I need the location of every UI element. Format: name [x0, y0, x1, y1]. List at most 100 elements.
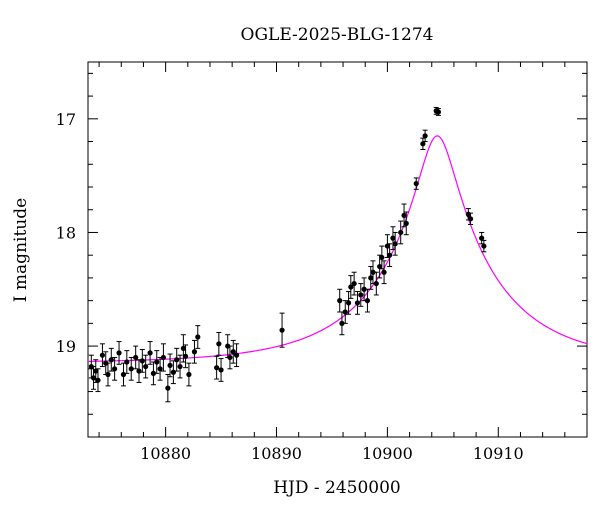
point-marker	[435, 109, 442, 115]
y-tick-label: 18	[56, 223, 76, 242]
point-marker	[170, 369, 176, 375]
data-point	[216, 331, 222, 356]
plot-border	[87, 61, 588, 438]
data-point	[147, 341, 153, 365]
point-marker	[218, 367, 224, 373]
data-point	[165, 374, 171, 403]
data-point	[348, 275, 354, 299]
data-point	[435, 108, 442, 116]
data-point	[392, 231, 398, 256]
data-point	[230, 339, 236, 364]
point-marker	[214, 365, 220, 371]
x-tick-label: 10890	[251, 444, 302, 463]
point-marker	[99, 352, 106, 358]
point-marker	[139, 358, 145, 364]
point-marker	[160, 354, 167, 361]
data-point	[337, 288, 343, 313]
point-marker	[398, 229, 404, 236]
data-point	[133, 345, 139, 370]
data-point	[174, 347, 180, 372]
point-marker	[233, 352, 240, 358]
point-marker	[368, 275, 374, 281]
point-marker	[379, 254, 385, 261]
point-marker	[422, 133, 428, 139]
point-marker	[186, 371, 192, 378]
data-point	[136, 359, 142, 383]
data-point	[128, 356, 134, 381]
x-axis-label: HJD - 2450000	[273, 478, 401, 498]
point-marker	[136, 368, 142, 374]
point-marker	[230, 349, 236, 355]
data-point	[381, 260, 387, 285]
point-marker	[191, 349, 198, 355]
data-point	[160, 343, 167, 372]
data-point	[233, 343, 240, 368]
y-tick-label: 17	[56, 110, 76, 129]
point-marker	[105, 371, 111, 378]
point-marker	[95, 377, 101, 383]
data-point	[143, 354, 149, 379]
point-marker	[90, 375, 97, 381]
data-point	[358, 283, 364, 307]
point-marker	[180, 345, 186, 351]
data-point	[124, 350, 130, 374]
point-marker	[420, 141, 426, 147]
data-point	[120, 362, 127, 387]
point-marker	[216, 341, 222, 347]
point-marker	[373, 280, 379, 287]
point-marker	[354, 300, 361, 306]
data-point	[95, 368, 101, 393]
point-marker	[143, 363, 149, 370]
data-point	[342, 300, 348, 324]
point-marker	[150, 370, 157, 376]
data-point	[186, 362, 192, 387]
point-marker	[182, 353, 189, 359]
plot-area	[87, 61, 588, 438]
data-point	[403, 211, 409, 236]
data-point	[387, 243, 393, 268]
data-point	[182, 344, 189, 369]
point-marker	[401, 212, 407, 219]
data-point	[218, 358, 224, 382]
data-point	[467, 212, 474, 225]
data-point	[370, 260, 376, 285]
data-point	[339, 311, 345, 336]
point-marker	[128, 366, 134, 372]
data-point	[191, 339, 198, 364]
data-point	[422, 129, 428, 143]
point-marker	[120, 371, 127, 378]
point-marker	[108, 357, 114, 363]
point-marker	[384, 243, 390, 249]
point-marker	[339, 320, 345, 326]
data-point	[373, 271, 379, 296]
point-marker	[174, 357, 180, 363]
point-marker	[165, 385, 171, 391]
x-tick-label: 10880	[140, 444, 191, 463]
point-marker	[342, 309, 348, 315]
data-point	[108, 347, 114, 372]
point-marker	[177, 363, 183, 370]
point-marker	[124, 359, 130, 365]
point-marker	[167, 362, 173, 369]
data-point	[379, 245, 385, 270]
data-point	[154, 350, 160, 374]
point-marker	[364, 298, 371, 304]
data-point	[177, 354, 183, 379]
data-point	[345, 291, 352, 315]
point-marker	[147, 350, 153, 356]
y-axis-label: I magnitude	[11, 198, 31, 302]
chart-title: OGLE-2025-BLG-1274	[241, 25, 434, 45]
data-point	[279, 312, 285, 348]
x-tick-label: 10900	[362, 444, 413, 463]
point-marker	[479, 235, 485, 241]
data-point	[368, 266, 374, 290]
point-marker	[133, 354, 139, 361]
point-marker	[390, 235, 396, 241]
data-point	[398, 220, 404, 245]
point-marker	[413, 180, 419, 187]
x-tick-label: 10910	[473, 444, 524, 463]
data-point	[167, 353, 173, 378]
data-point	[390, 226, 396, 250]
point-marker	[154, 359, 160, 365]
